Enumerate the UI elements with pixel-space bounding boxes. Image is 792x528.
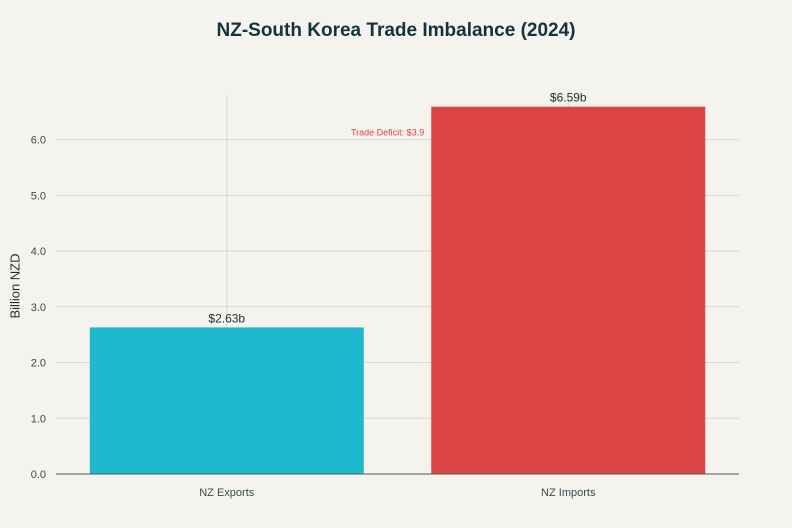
chart-title: NZ-South Korea Trade Imbalance (2024) (216, 20, 576, 41)
x-tick-labels: NZ Exports NZ Imports (199, 487, 596, 499)
trade-deficit-annotation: Trade Deficit: $3.9 (351, 128, 424, 138)
bar-nz-exports (89, 327, 364, 474)
y-tick-label-0: 0.0 (31, 469, 46, 481)
annotation-layer: Trade Deficit: $3.9 (351, 128, 424, 138)
y-tick-label-4: 4.0 (31, 246, 46, 258)
bar-nz-imports (431, 106, 706, 475)
bars (89, 106, 706, 475)
x-tick-label-1: NZ Imports (541, 487, 596, 499)
x-tick-label-0: NZ Exports (199, 487, 255, 499)
y-tick-label-2: 2.0 (31, 358, 46, 370)
y-tick-label-1: 1.0 (31, 413, 46, 425)
data-label-1: $6.59b (550, 91, 587, 105)
y-tick-label-6: 6.0 (31, 135, 46, 147)
y-tick-label-3: 3.0 (31, 302, 46, 314)
data-labels: $2.63b $6.59b (208, 91, 587, 326)
data-label-0: $2.63b (208, 311, 245, 325)
y-tick-label-5: 5.0 (31, 190, 46, 202)
y-tick-labels: 0.0 1.0 2.0 3.0 4.0 5.0 6.0 (31, 135, 46, 481)
